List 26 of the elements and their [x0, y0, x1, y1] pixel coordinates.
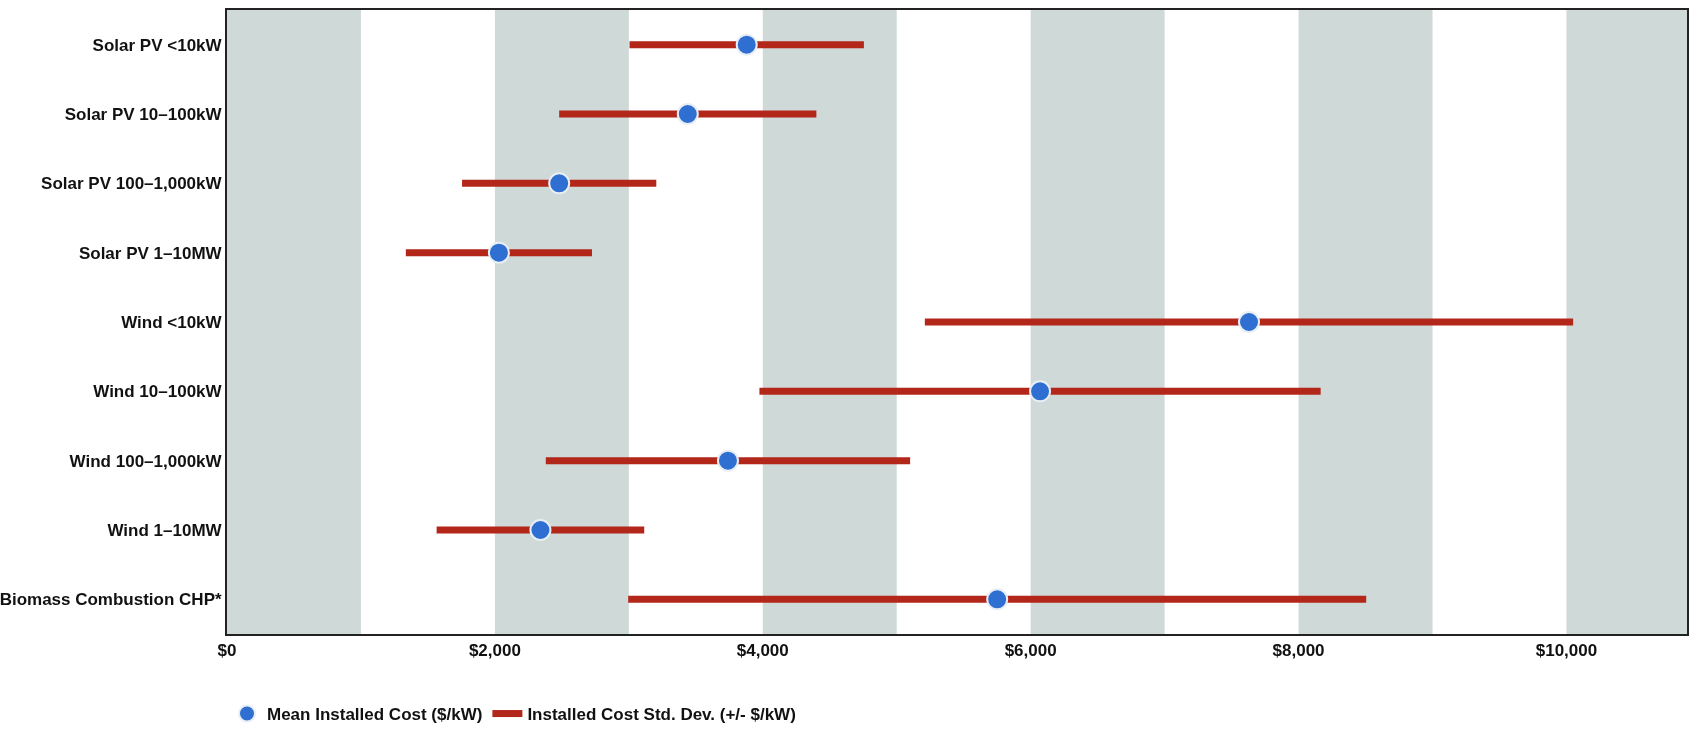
y-tick-label: Wind 10–100kW	[93, 382, 223, 402]
x-tick-label: $0	[217, 641, 237, 661]
point	[1029, 380, 1052, 403]
y-tick-label: Wind 1–10MW	[107, 520, 223, 540]
point	[1238, 311, 1260, 333]
x-tick-label: $10,000	[1535, 641, 1598, 661]
y-tick-label: Solar PV <10kW	[92, 35, 223, 55]
point	[529, 519, 552, 541]
y-tick-label: Solar PV 1–10MW	[78, 243, 223, 263]
y-tick-label: Wind <10kW	[121, 312, 223, 332]
y-tick-label: Wind 100–1,000kW	[69, 451, 223, 471]
point	[716, 449, 739, 472]
legend-label: Mean Installed Cost ($/kW)	[267, 705, 483, 725]
point	[986, 588, 1009, 611]
point	[676, 103, 699, 125]
x-tick-label: $6,000	[1004, 641, 1057, 661]
y-tick-label: Solar PV 10–100kW	[64, 104, 223, 124]
point	[548, 172, 571, 195]
x-tick-label: $2,000	[468, 641, 521, 661]
point	[735, 33, 758, 56]
x-tick-label: $4,000	[736, 641, 789, 661]
y-tick-label: Biomass Combustion CHP*	[0, 590, 222, 610]
legend-label: Installed Cost Std. Dev. (+/- $/kW)	[527, 705, 796, 725]
y-tick-label: Solar PV 100–1,000kW	[41, 174, 223, 194]
x-tick-label: $8,000	[1272, 641, 1325, 661]
point	[487, 241, 510, 264]
